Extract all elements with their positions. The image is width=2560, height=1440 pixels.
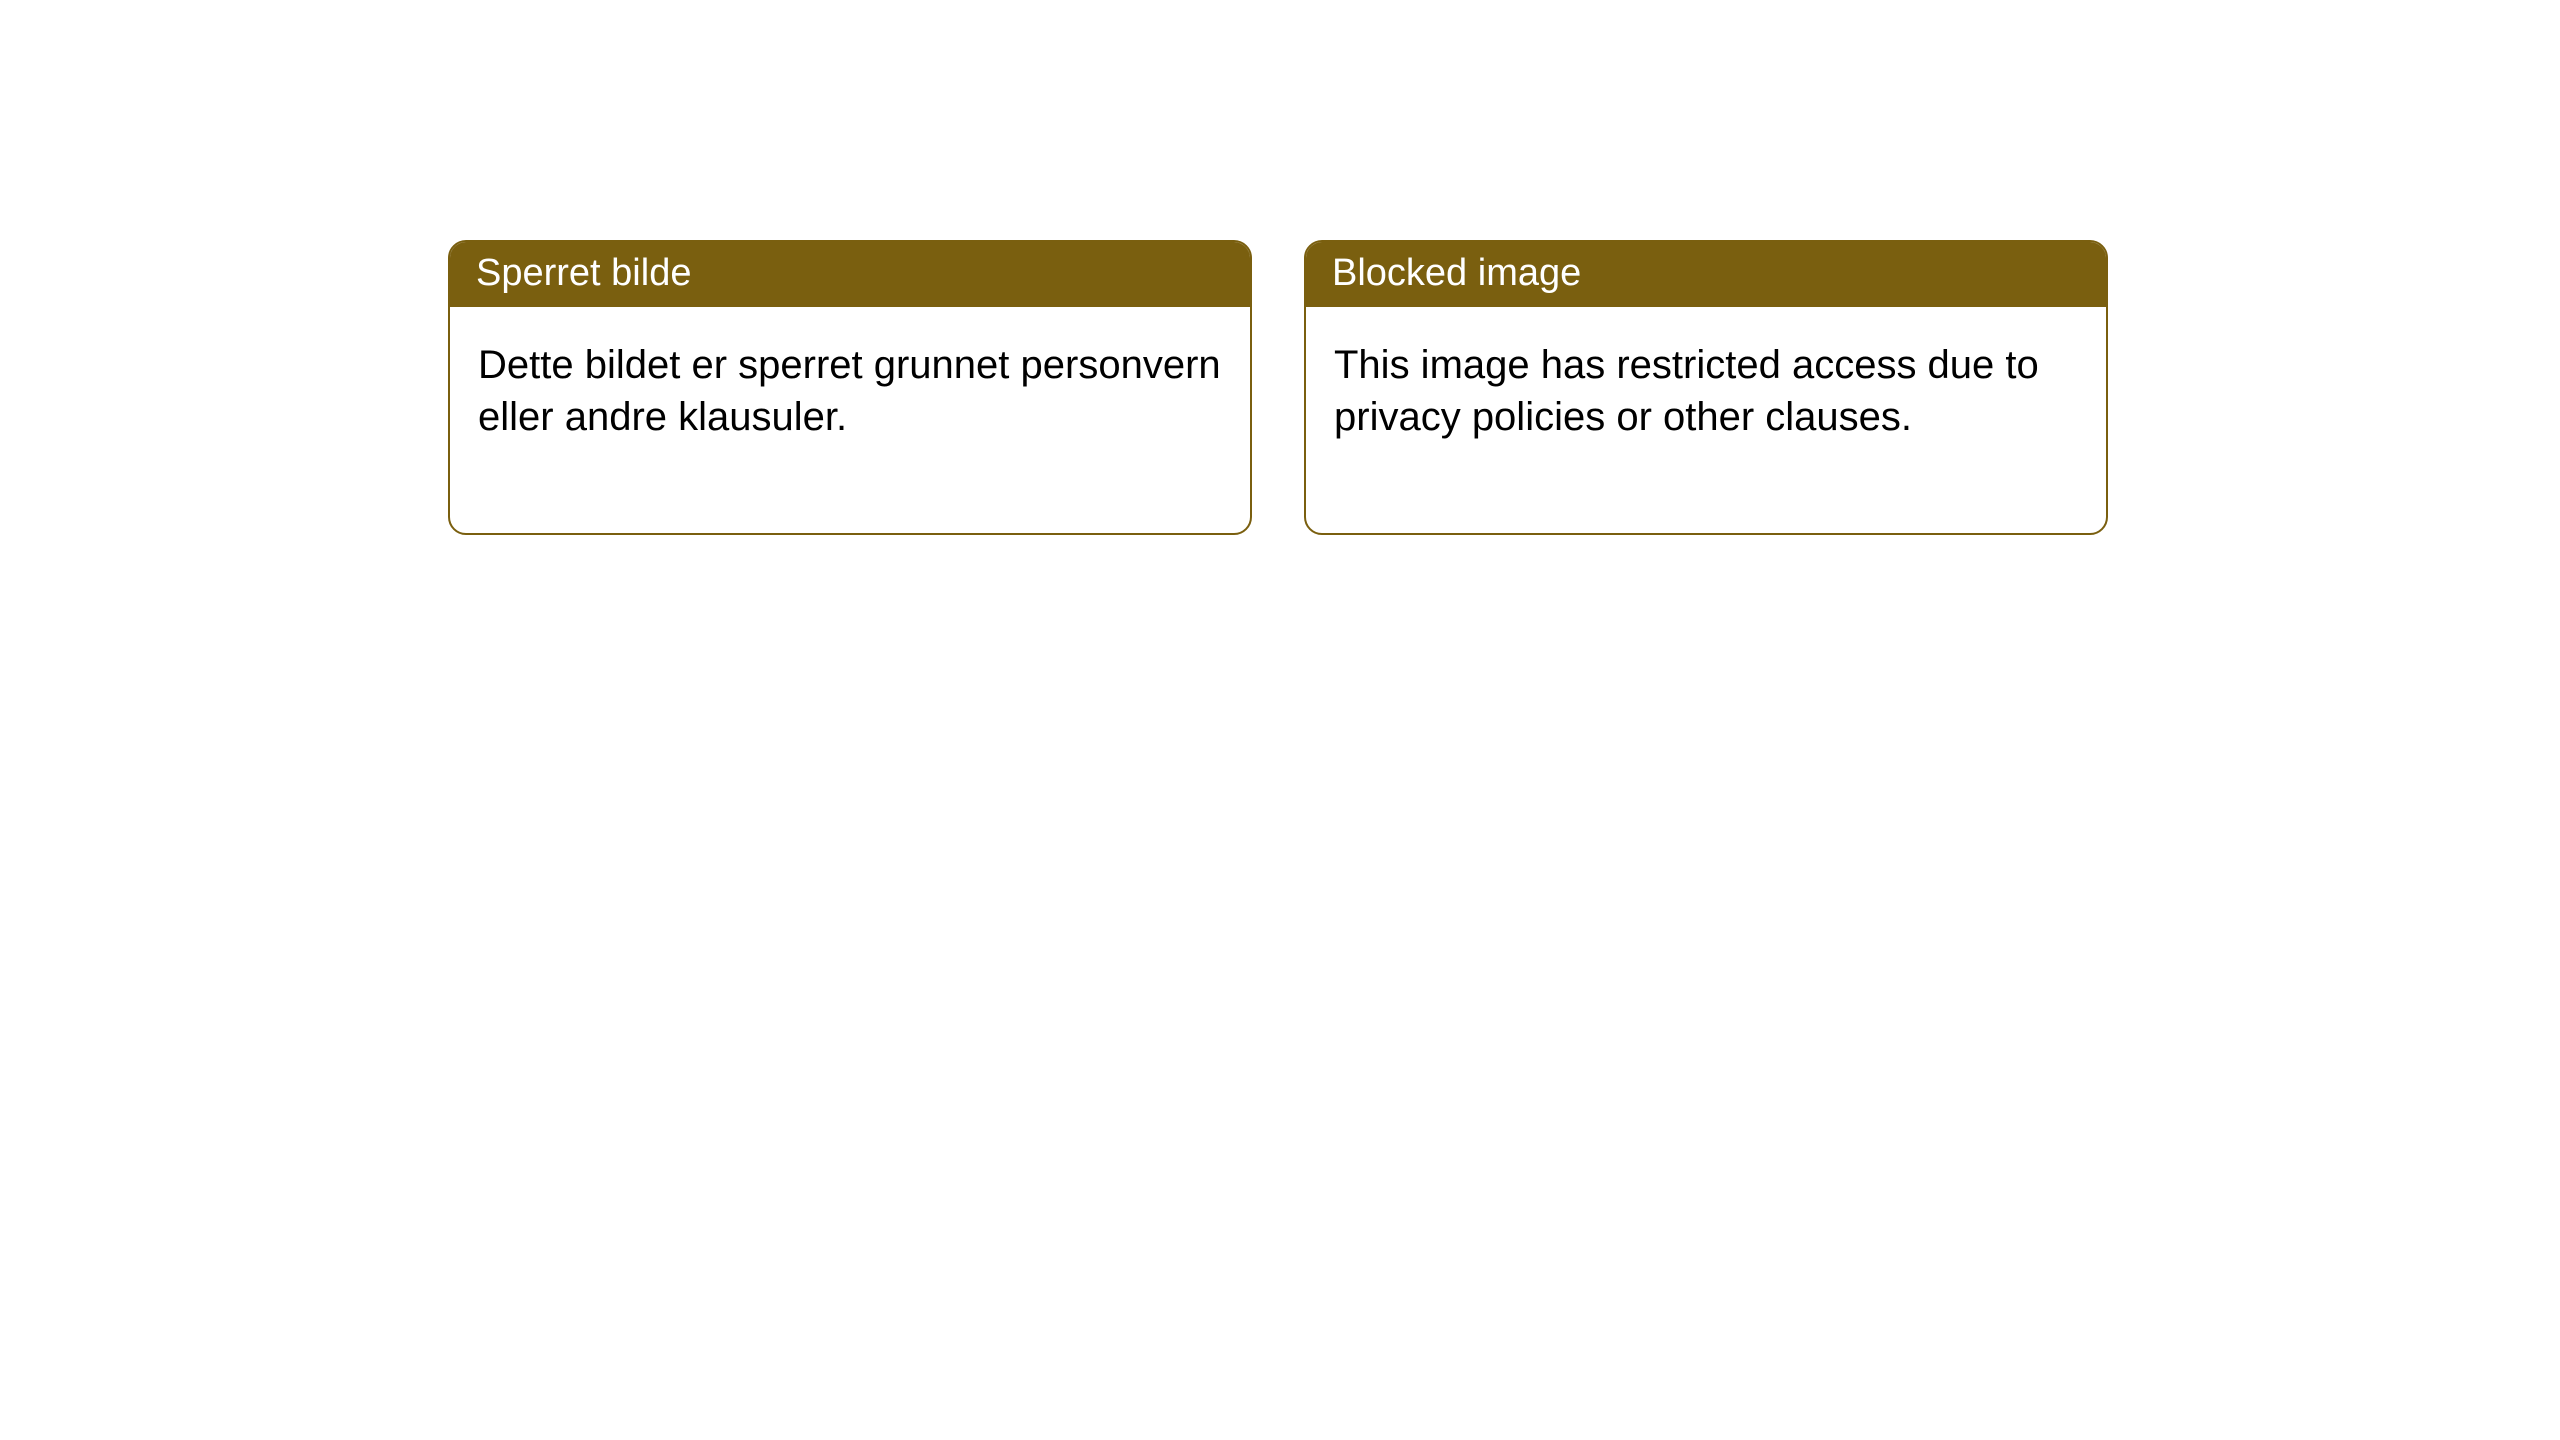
notice-body-text: This image has restricted access due to … [1334,343,2039,439]
notice-box-norwegian: Sperret bilde Dette bildet er sperret gr… [448,240,1252,535]
notice-body: This image has restricted access due to … [1306,307,2106,533]
notice-header: Sperret bilde [450,242,1250,307]
notice-title: Sperret bilde [476,252,691,294]
notice-title: Blocked image [1332,252,1581,294]
notice-body-text: Dette bildet er sperret grunnet personve… [478,343,1221,439]
notice-box-english: Blocked image This image has restricted … [1304,240,2108,535]
notice-header: Blocked image [1306,242,2106,307]
notice-container: Sperret bilde Dette bildet er sperret gr… [448,240,2108,535]
notice-body: Dette bildet er sperret grunnet personve… [450,307,1250,533]
